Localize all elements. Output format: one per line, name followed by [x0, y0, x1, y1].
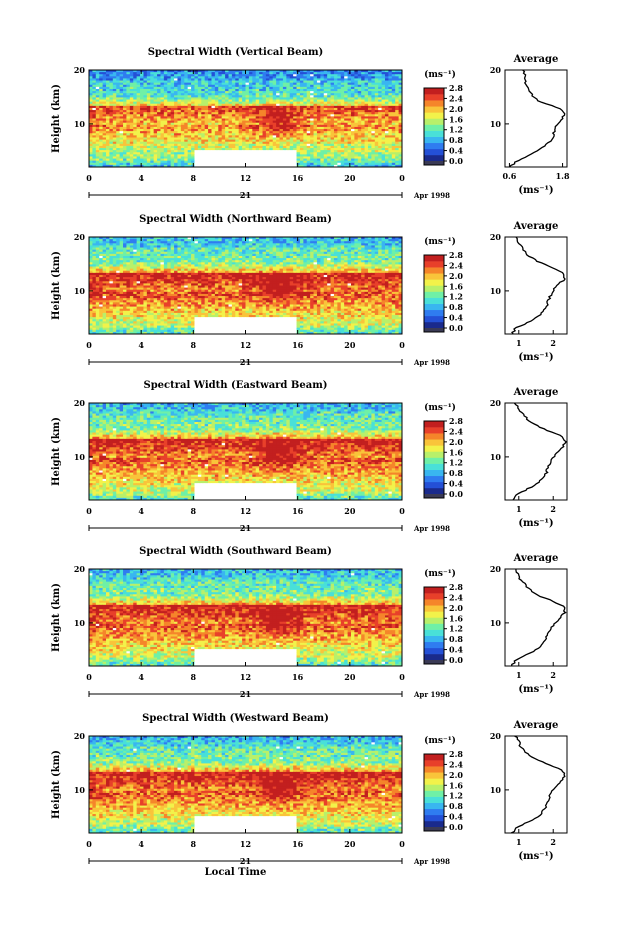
- colorbar-unit: (ms⁻¹): [424, 69, 456, 80]
- x-tick-label: 16: [292, 173, 304, 183]
- colorbar-tick-label: 0.0: [449, 156, 463, 166]
- average-unit: (ms⁻¹): [518, 185, 553, 196]
- month-label: Apr 1998: [413, 191, 450, 200]
- colorbar-band: [424, 155, 444, 161]
- avg-y-tick-label: 20: [490, 65, 502, 75]
- colorbar-band: [424, 94, 444, 100]
- colorbar-tick-label: 2.4: [449, 93, 463, 103]
- date-label: 21: [240, 190, 251, 200]
- colorbar-band: [424, 131, 444, 137]
- colorbar-tick-label: 2.8: [449, 83, 463, 93]
- chart-title: Spectral Width (Vertical Beam): [148, 47, 324, 58]
- colorbar-tick-label: 0.4: [449, 146, 463, 156]
- colorbar-tick-label: 2.0: [449, 104, 463, 114]
- colorbar-tick-label: 1.6: [449, 114, 463, 124]
- colorbar-band: [424, 112, 444, 118]
- x-tick-label: 0: [399, 173, 405, 183]
- avg-x-tick-label: 0.6: [502, 171, 516, 181]
- average-title: Average: [513, 54, 559, 65]
- colorbar-band: [424, 118, 444, 124]
- avg-y-tick-label: 10: [490, 119, 502, 129]
- colorbar-band: [424, 137, 444, 143]
- average-frame: [505, 70, 567, 167]
- y-tick-label: 20: [74, 65, 86, 75]
- y-axis-title: Height (km): [51, 84, 62, 153]
- x-tick-label: 12: [240, 173, 251, 183]
- x-tick-label: 20: [344, 173, 356, 183]
- x-tick-label: 0: [86, 173, 92, 183]
- x-tick-label: 4: [138, 173, 144, 183]
- colorbar-band: [424, 143, 444, 149]
- colorbar-band: [424, 125, 444, 131]
- colorbar-tick-label: 0.8: [449, 135, 463, 145]
- avg-x-tick-label: 1.8: [556, 171, 570, 181]
- colorbar-band: [424, 149, 444, 155]
- colorbar-band: [424, 161, 444, 165]
- chart-panel-1: Spectral Width (Vertical Beam) 10 20 Height…: [51, 47, 570, 200]
- colorbar-band: [424, 106, 444, 112]
- y-tick-label: 10: [74, 119, 86, 129]
- colorbar-band: [424, 100, 444, 106]
- chart-panel-2: Spectral Width (Northward Beam)1020Heigh…: [51, 214, 567, 367]
- colorbar-tick-label: 1.2: [449, 125, 463, 135]
- x-tick-label: 8: [191, 173, 197, 183]
- colorbar-band: [424, 88, 444, 94]
- heatmap-cells: [89, 237, 402, 334]
- figure-canvas: Spectral Width (Vertical Beam) 10 20 Height…: [0, 0, 617, 929]
- heatmap-cells: [89, 70, 402, 167]
